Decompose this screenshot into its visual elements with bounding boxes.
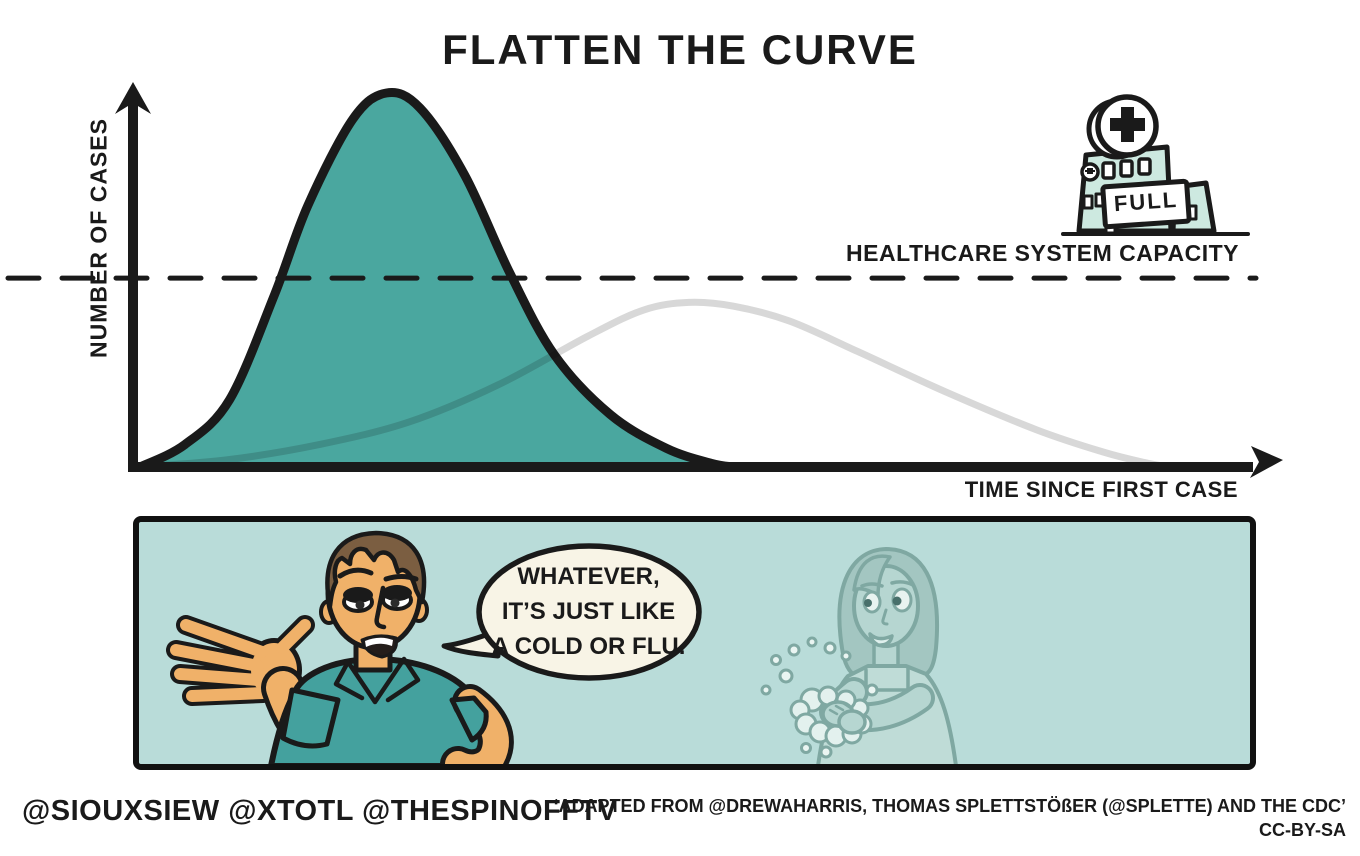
speech-line-3: A COLD OR FLU.: [491, 632, 686, 660]
soap-bubbles: [760, 636, 879, 759]
x-axis-arrowhead: [1250, 446, 1283, 478]
medical-cross-icon: [1110, 107, 1145, 142]
hospital-icon: [1061, 94, 1250, 236]
x-axis: [128, 446, 1283, 478]
woman-washing-hands: [760, 547, 958, 764]
attribution-line: ‘ADAPTED FROM @DREWAHARRIS, THOMAS SPLET…: [553, 796, 1346, 816]
woman-smile: [868, 632, 894, 647]
attribution-credits: ‘ADAPTED FROM @DREWAHARRIS, THOMAS SPLET…: [554, 794, 1346, 843]
flattened-epidemic-curve: [136, 298, 1174, 471]
speech-line-2: IT’S JUST LIKE: [501, 597, 676, 625]
man-hair: [325, 530, 427, 609]
steep-epidemic-curve: [135, 88, 739, 472]
full-sign: [1100, 178, 1192, 230]
y-axis: [115, 82, 151, 471]
speech-bubble-text: WHATEVER, IT’S JUST LIKE A COLD OR FLU.: [478, 560, 699, 664]
capacity-line-label: HEALTHCARE SYSTEM CAPACITY: [846, 240, 1239, 266]
speech-bubble: [441, 543, 702, 681]
speech-line-1: WHATEVER,: [517, 563, 660, 590]
x-axis-label: TIME SINCE FIRST CASE: [964, 477, 1238, 502]
man-character: [166, 530, 514, 764]
page-title: FLATTEN THE CURVE: [442, 26, 918, 73]
social-credits: @SIOUXSIEW @XTOTL @THESPINOFFTV: [22, 795, 618, 827]
y-axis-arrowhead: [115, 82, 151, 114]
y-axis-label: NUMBER OF CASES: [85, 118, 112, 358]
license-line: CC-BY-SA: [1258, 820, 1346, 841]
man-left-sleeve: [280, 687, 341, 749]
speech-bubble-body: [476, 543, 702, 681]
